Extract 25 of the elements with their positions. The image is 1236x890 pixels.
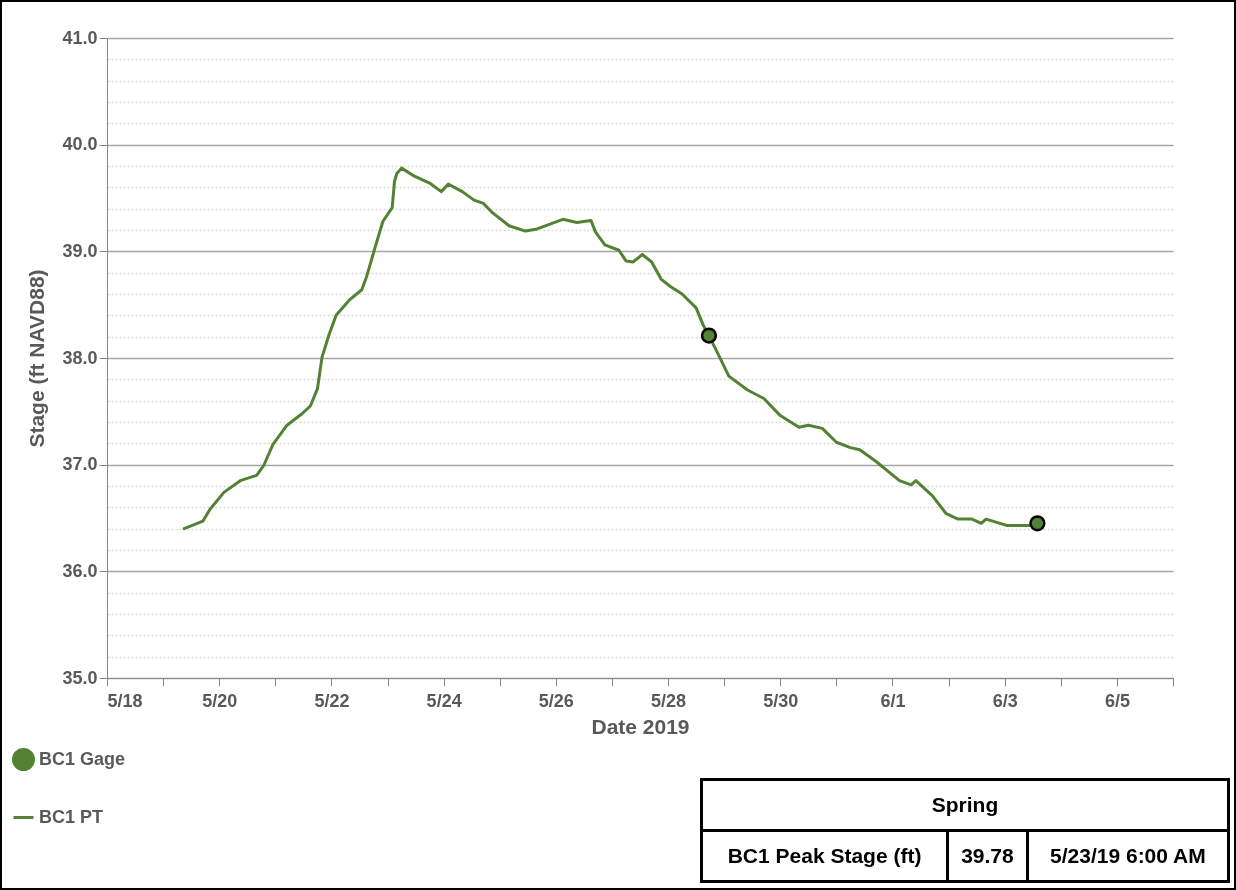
- x-tick-label: 5/24: [426, 690, 462, 711]
- y-tick-label: 35.0: [62, 667, 98, 688]
- text: Spring: [701, 779, 1229, 831]
- x-tick-label: 5/20: [202, 690, 238, 711]
- legend-label: BC1 Gage: [39, 748, 126, 769]
- y-tick-label: 40.0: [62, 134, 98, 155]
- x-tick-label: 5/26: [538, 690, 574, 711]
- y-axis-title: Stage (ft NAVD88): [25, 269, 49, 448]
- x-tick-label: 5/30: [763, 690, 799, 711]
- y-tick-label: 39.0: [62, 240, 98, 261]
- x-tick-label: 5/28: [651, 690, 687, 711]
- x-tick-label: 6/1: [880, 690, 906, 711]
- text: 39.78: [947, 830, 1028, 882]
- x-tick-label: 6/3: [992, 690, 1018, 711]
- x-axis-title: Date 2019: [591, 714, 690, 738]
- legend-label: BC1 PT: [39, 806, 104, 827]
- text: BC1 Peak Stage (ft): [701, 830, 948, 882]
- y-tick-label: 38.0: [62, 347, 98, 368]
- x-tick-label: 5/22: [314, 690, 350, 711]
- text: 5/23/19 6:00 AM: [1027, 830, 1229, 882]
- x-tick-label: 6/5: [1104, 690, 1130, 711]
- y-tick-label: 41.0: [62, 27, 98, 48]
- x-tick-label: 5/18: [107, 690, 143, 711]
- y-tick-label: 37.0: [62, 454, 98, 475]
- y-tick-label: 36.0: [62, 560, 98, 581]
